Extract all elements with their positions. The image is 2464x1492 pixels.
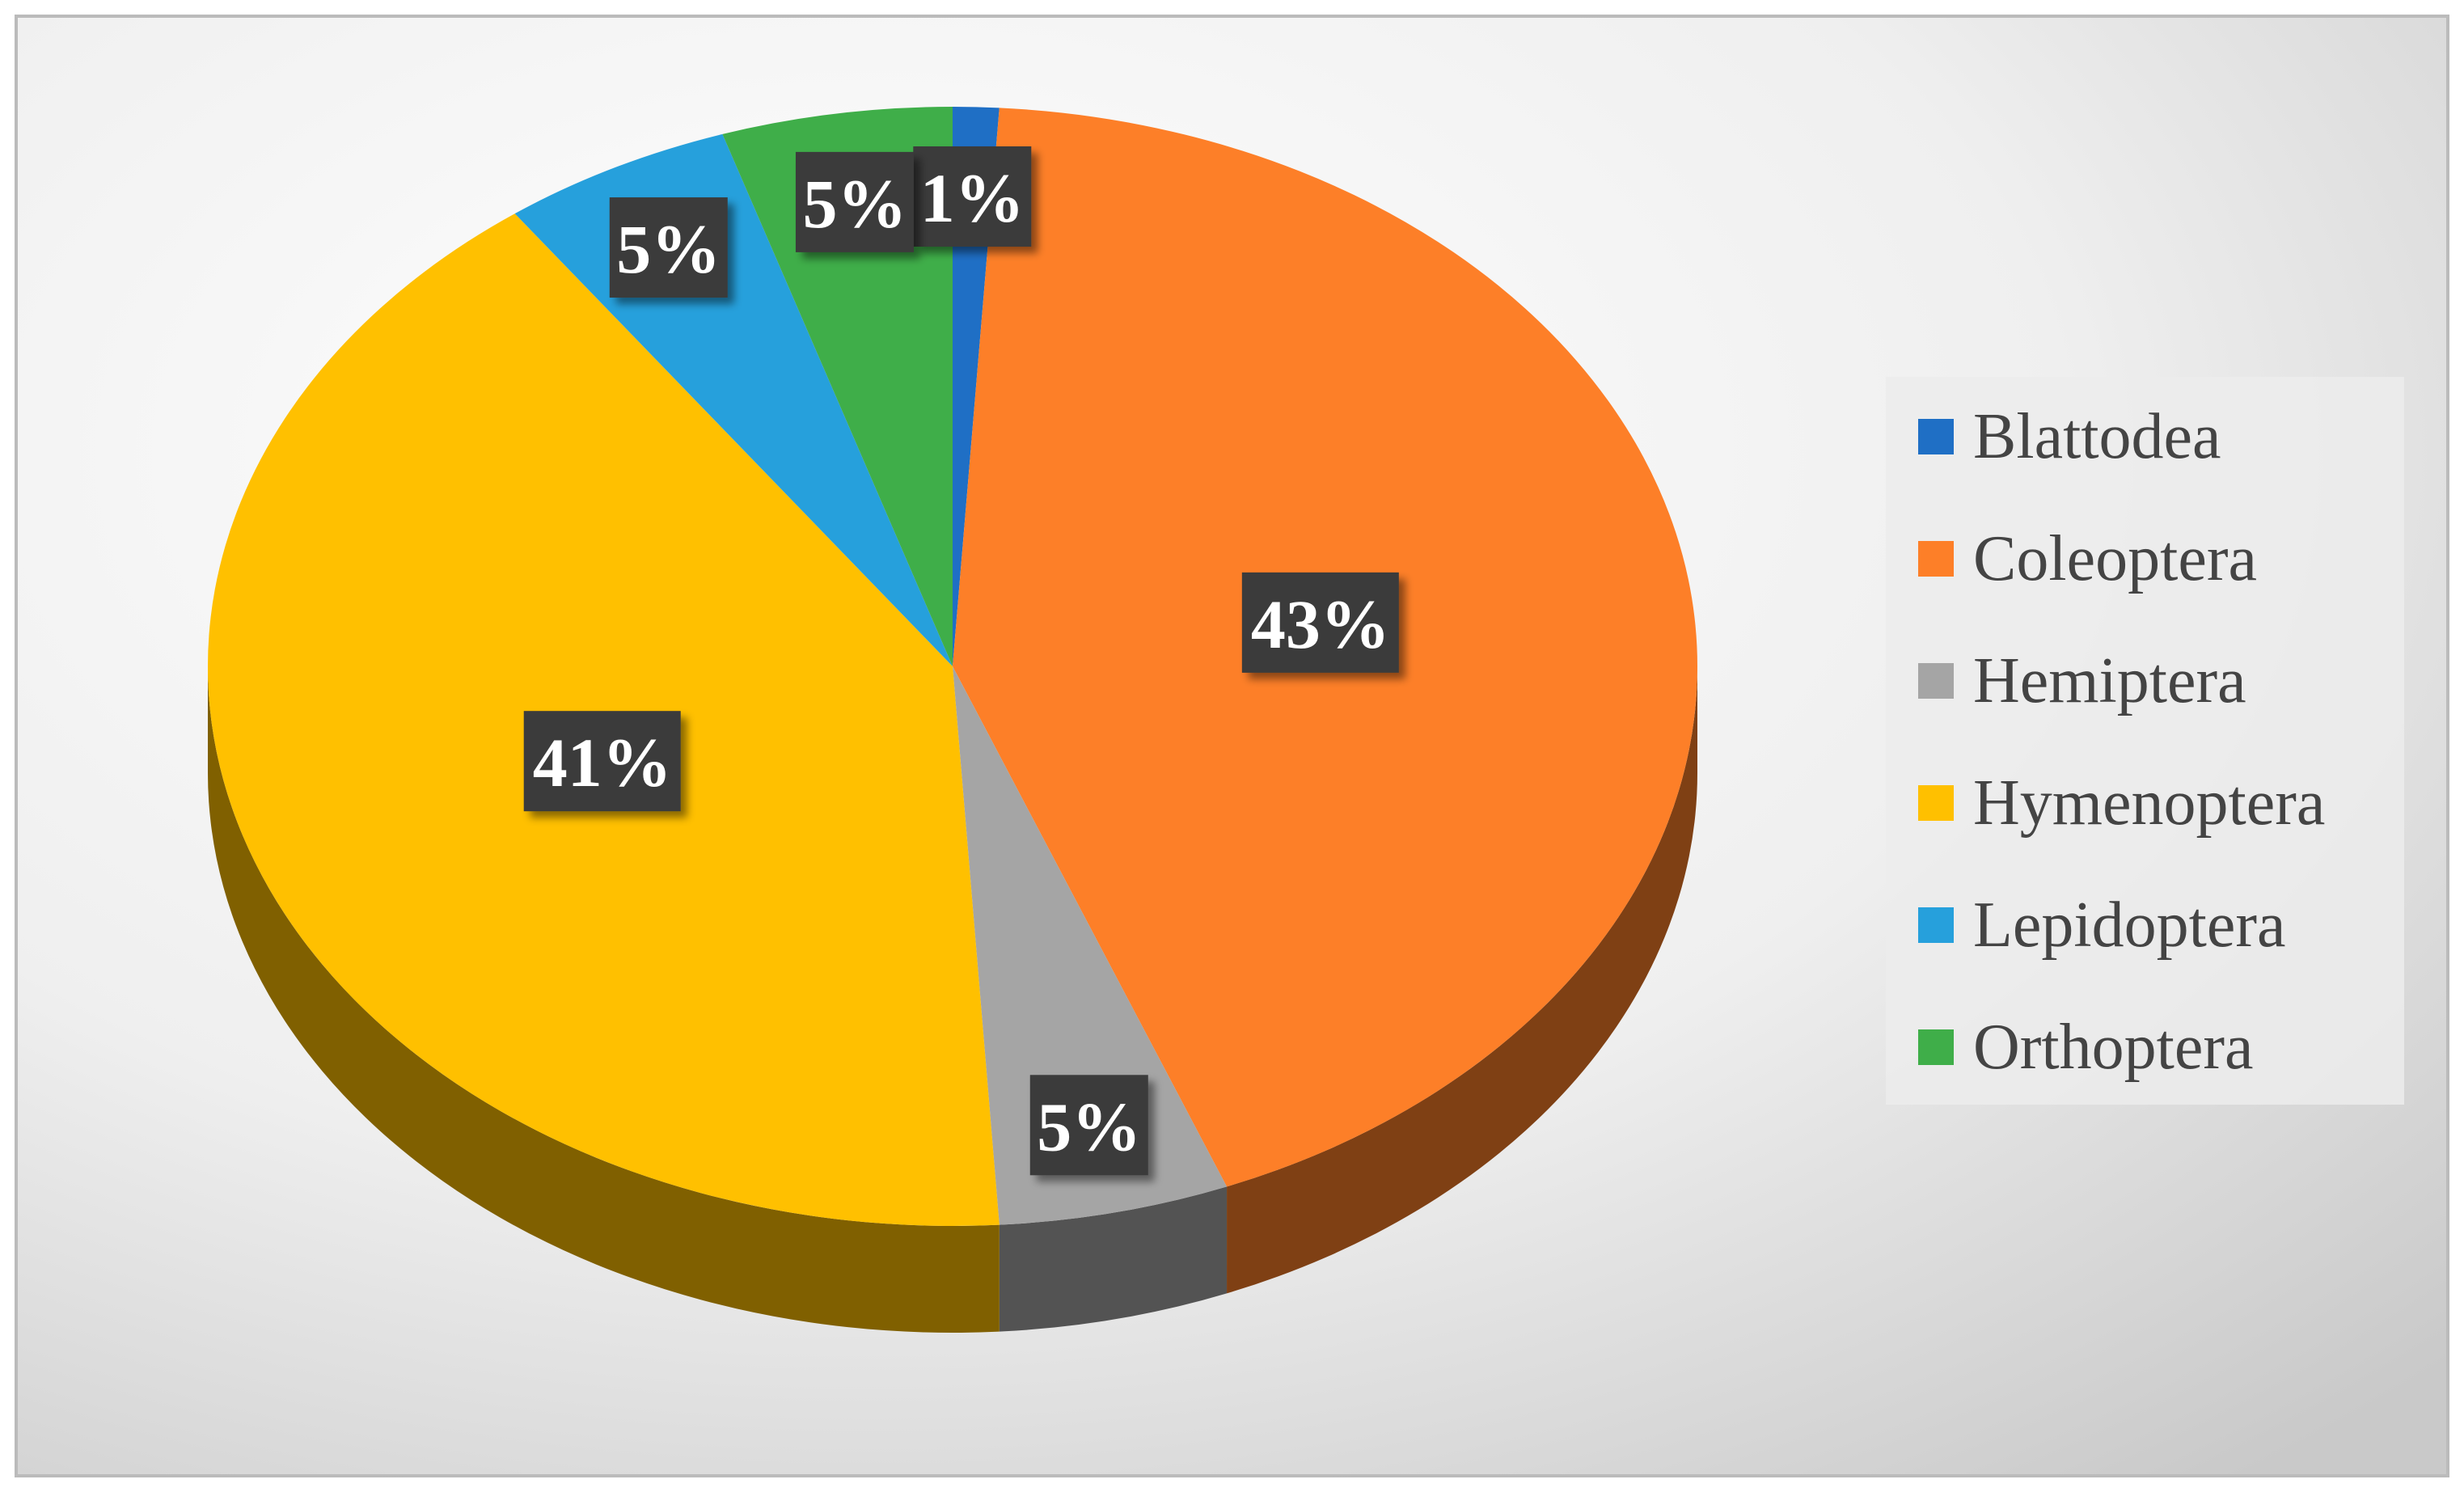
pie-tops: [208, 107, 1697, 1226]
legend-swatch: [1918, 663, 1954, 699]
pie-slice: [953, 666, 1228, 1225]
data-label: 43%: [1251, 585, 1390, 663]
data-labels: 1% 43% 5% 41% 5% 5%: [523, 146, 1399, 1176]
legend-swatch: [1918, 541, 1954, 577]
legend-swatch: [1918, 907, 1954, 943]
data-label: 5%: [616, 210, 721, 288]
legend-swatch: [1918, 785, 1954, 821]
pie-side: [208, 666, 1000, 1333]
legend-label: Hymenoptera: [1973, 767, 2325, 839]
data-label: 5%: [1037, 1088, 1141, 1165]
data-label: 1%: [920, 159, 1025, 237]
legend: Blattodea Coleoptera Hemiptera Hymenoptera L…: [1918, 401, 2325, 1083]
legend-swatch: [1918, 1029, 1954, 1065]
data-label-box: [1241, 572, 1399, 673]
legend-label: Blattodea: [1973, 401, 2221, 472]
legend-label: Hemiptera: [1973, 645, 2246, 716]
pie-side: [999, 1186, 1228, 1332]
pie-sides: [208, 666, 1697, 1333]
legend-box: [1886, 377, 2404, 1105]
data-label-box: [913, 146, 1032, 247]
data-label: 41%: [533, 724, 672, 801]
legend-swatch: [1918, 419, 1954, 454]
data-label-box: [523, 711, 681, 812]
pie-side: [1227, 666, 1697, 1294]
legend-label: Lepidoptera: [1973, 890, 2285, 961]
data-label: 5%: [802, 165, 907, 243]
data-label-box: [1029, 1075, 1148, 1176]
legend-label: Coleoptera: [1973, 523, 2257, 594]
data-label-box: [609, 197, 728, 298]
legend-label: Orthoptera: [1973, 1012, 2254, 1083]
data-label-box: [795, 151, 914, 252]
